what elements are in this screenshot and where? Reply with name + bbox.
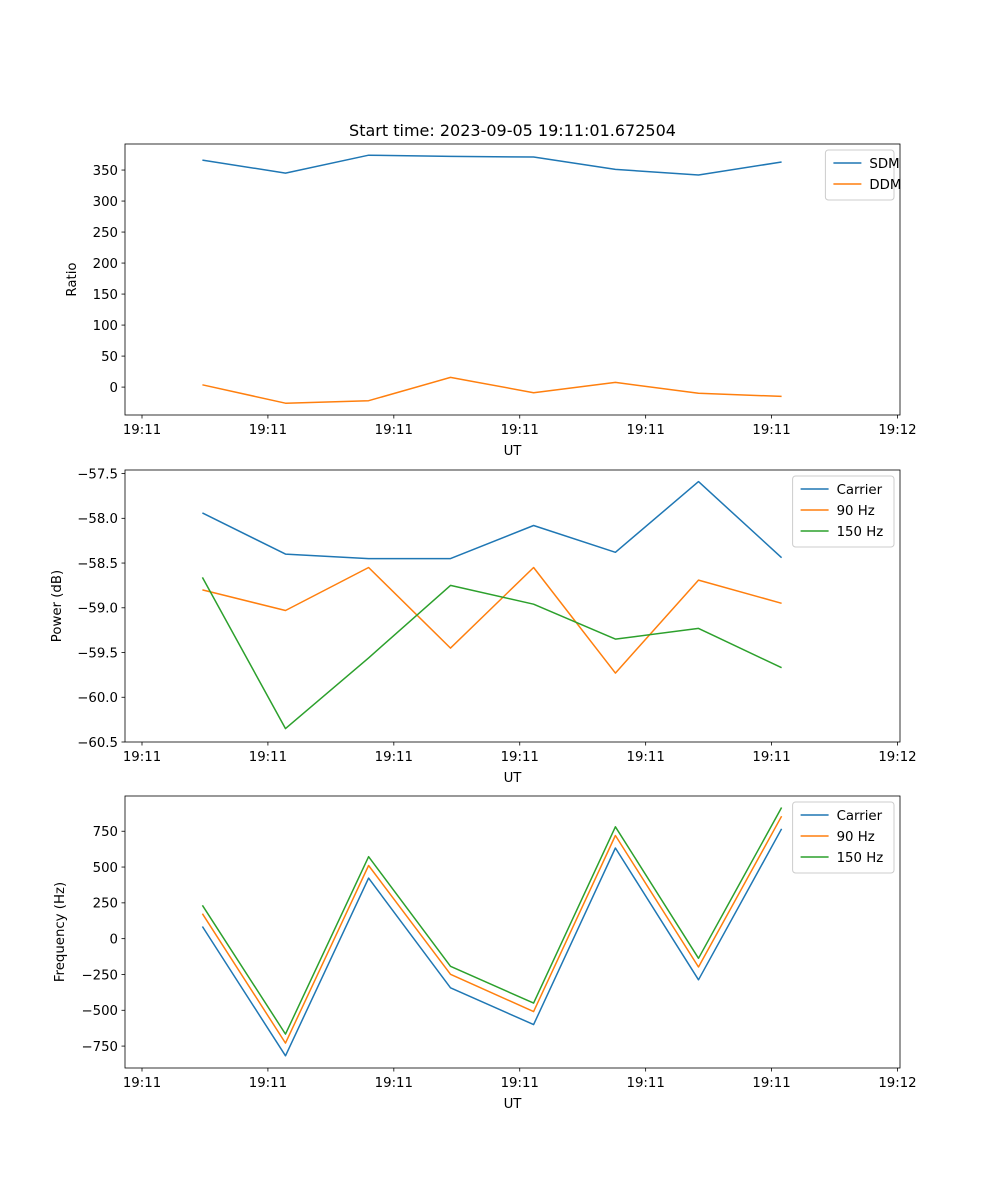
legend-item: 90 Hz [800, 830, 875, 845]
x-tick-label: 19:11 [249, 750, 287, 765]
y-tick-label: 50 [101, 350, 118, 365]
x-axis-label: UT [504, 444, 523, 459]
legend: Carrier 90 Hz 150 Hz [792, 475, 895, 548]
x-tick-label: 19:11 [752, 1076, 790, 1091]
x-tick-label: 19:11 [249, 1076, 287, 1091]
y-tick-label: −750 [81, 1040, 118, 1055]
plot-frame [124, 795, 901, 1069]
legend-label: Carrier [837, 809, 883, 824]
x-tick-label: 19:11 [123, 1076, 161, 1091]
y-tick-label: −500 [81, 1004, 118, 1019]
legend-item: DDM [833, 178, 901, 193]
x-axis-label: UT [504, 1097, 523, 1112]
y-tick-label: −58.0 [77, 512, 118, 527]
y-tick-label: 0 [110, 932, 118, 947]
y-tick-label: 500 [93, 861, 118, 876]
chart-2: 19:11 19:11 19:11 19:11 19:11 19:11 19:12 −60.5… [50, 467, 917, 786]
legend-label: DDM [869, 178, 901, 193]
y-tick-label: 750 [93, 825, 118, 840]
x-tick-label: 19:11 [123, 750, 161, 765]
legend: Carrier 90 Hz 150 Hz [792, 801, 895, 874]
x-tick-label: 19:12 [878, 423, 916, 438]
x-tick-label: 19:11 [375, 1076, 413, 1091]
y-tick-label: 0 [110, 381, 118, 396]
y-tick-label: 150 [93, 288, 118, 303]
y-tick-label: 350 [93, 164, 118, 179]
legend-item: SDM [833, 157, 900, 172]
legend-label: Carrier [837, 483, 883, 498]
y-axis-label: Power (dB) [50, 570, 65, 642]
y-tick-label: 100 [93, 319, 118, 334]
legend-item: 150 Hz [800, 851, 884, 866]
y-tick-label: −58.5 [77, 557, 118, 572]
y-tick-label: −57.5 [77, 467, 118, 482]
legend: SDM DDM [824, 149, 901, 201]
legend-item: Carrier [800, 483, 883, 498]
y-tick-label: −59.0 [77, 602, 118, 617]
x-tick-label: 19:11 [123, 423, 161, 438]
chart-title: Start time: 2023-09-05 19:11:01.672504 [349, 121, 676, 140]
legend-item: 150 Hz [800, 525, 884, 540]
series-line-ddm [202, 376, 782, 404]
x-tick-label: 19:11 [626, 1076, 664, 1091]
y-tick-label: −60.5 [77, 736, 118, 751]
y-tick-label: 250 [93, 897, 118, 912]
x-tick-label: 19:12 [878, 750, 916, 765]
x-tick-label: 19:11 [626, 750, 664, 765]
series-line-carrier [202, 480, 783, 560]
x-tick-label: 19:11 [752, 750, 790, 765]
series-line-90-hz [201, 815, 783, 1044]
y-tick-label: −59.5 [77, 646, 118, 661]
x-tick-label: 19:11 [501, 750, 539, 765]
x-axis-label: UT [504, 771, 523, 786]
x-tick-label: 19:11 [375, 750, 413, 765]
series-line-90-hz [202, 566, 782, 674]
legend-label: 90 Hz [837, 504, 875, 519]
x-tick-label: 19:11 [752, 423, 790, 438]
x-tick-label: 19:12 [878, 1076, 916, 1091]
legend-item: Carrier [800, 809, 883, 824]
x-tick-label: 19:11 [249, 423, 287, 438]
legend-label: 150 Hz [837, 851, 884, 866]
legend-label: 90 Hz [837, 830, 875, 845]
x-tick-label: 19:11 [626, 423, 664, 438]
plot-frame [124, 469, 901, 743]
x-tick-label: 19:11 [501, 1076, 539, 1091]
chart-3: 19:11 19:11 19:11 19:11 19:11 19:11 19:12 −750 −… [53, 795, 917, 1112]
legend-box [792, 475, 895, 548]
chart-1: Start time: 2023-09-05 19:11:01.672504 19… [65, 121, 917, 459]
y-tick-label: 250 [93, 226, 118, 241]
plot-frame [124, 143, 901, 416]
x-tick-label: 19:11 [375, 423, 413, 438]
legend-item: 90 Hz [800, 504, 875, 519]
legend-label: 150 Hz [837, 525, 884, 540]
y-tick-label: 300 [93, 195, 118, 210]
series-line-carrier [201, 828, 783, 1057]
y-tick-label: −60.0 [77, 691, 118, 706]
series-line-150-hz [201, 577, 782, 730]
y-axis-label: Frequency (Hz) [53, 882, 68, 982]
legend-box [792, 801, 895, 874]
y-axis-label: Ratio [65, 262, 80, 296]
x-tick-label: 19:11 [501, 423, 539, 438]
series-line-150-hz [201, 807, 783, 1035]
legend-label: SDM [869, 157, 899, 172]
y-tick-label: −250 [81, 968, 118, 983]
y-tick-label: 200 [93, 257, 118, 272]
series-line-sdm [202, 154, 782, 176]
